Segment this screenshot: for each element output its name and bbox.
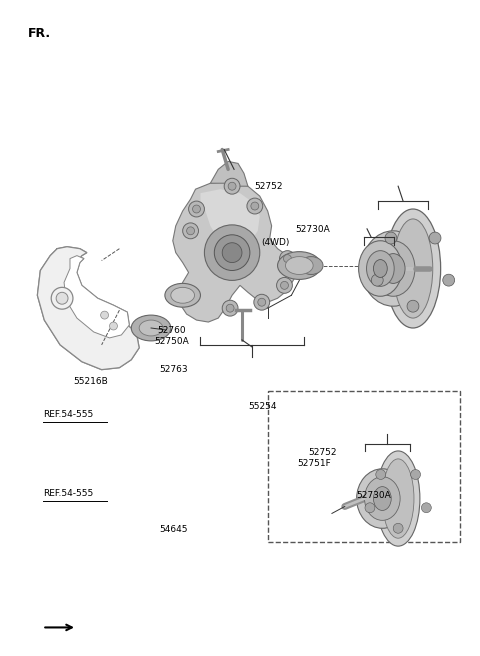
Circle shape <box>407 300 419 312</box>
Ellipse shape <box>364 477 400 520</box>
Circle shape <box>187 227 194 235</box>
Circle shape <box>410 470 420 480</box>
Circle shape <box>421 502 432 513</box>
Circle shape <box>365 502 375 513</box>
Circle shape <box>192 205 201 213</box>
Polygon shape <box>210 161 248 186</box>
Polygon shape <box>37 247 139 369</box>
Ellipse shape <box>373 260 387 277</box>
Circle shape <box>429 232 441 244</box>
Circle shape <box>372 274 383 286</box>
Text: REF.54-555: REF.54-555 <box>43 489 93 499</box>
Circle shape <box>222 300 238 316</box>
Ellipse shape <box>357 469 408 528</box>
Polygon shape <box>201 189 260 249</box>
Ellipse shape <box>381 254 405 283</box>
Ellipse shape <box>393 219 433 318</box>
Text: 52750A: 52750A <box>154 337 189 346</box>
Ellipse shape <box>214 235 250 270</box>
Polygon shape <box>173 181 294 322</box>
Text: 54645: 54645 <box>159 525 188 534</box>
Ellipse shape <box>376 451 420 546</box>
Circle shape <box>56 293 68 304</box>
Text: 55254: 55254 <box>249 401 277 411</box>
Text: 52752: 52752 <box>254 182 283 191</box>
Ellipse shape <box>361 231 425 306</box>
Ellipse shape <box>286 256 313 274</box>
Ellipse shape <box>171 287 194 303</box>
Ellipse shape <box>139 320 163 336</box>
Circle shape <box>101 311 108 319</box>
Text: 52760: 52760 <box>157 326 185 335</box>
Ellipse shape <box>204 225 260 280</box>
Text: 52730A: 52730A <box>296 224 330 234</box>
Text: 52751F: 52751F <box>297 459 331 468</box>
Text: 55216B: 55216B <box>73 377 108 386</box>
Polygon shape <box>64 256 129 338</box>
Text: 52752: 52752 <box>308 449 337 457</box>
Circle shape <box>284 255 291 262</box>
Ellipse shape <box>367 251 394 287</box>
Text: REF.54-555: REF.54-555 <box>43 410 93 419</box>
Circle shape <box>228 182 236 190</box>
Circle shape <box>254 295 270 310</box>
Circle shape <box>393 523 403 533</box>
Ellipse shape <box>385 209 441 328</box>
Circle shape <box>183 223 199 239</box>
Circle shape <box>51 287 73 309</box>
Text: 52730A: 52730A <box>356 491 391 501</box>
Ellipse shape <box>277 252 321 279</box>
Text: 52763: 52763 <box>159 365 188 374</box>
Circle shape <box>279 251 295 266</box>
Circle shape <box>258 298 266 306</box>
Circle shape <box>385 232 397 244</box>
Ellipse shape <box>373 487 391 510</box>
Ellipse shape <box>222 243 242 262</box>
Circle shape <box>189 201 204 217</box>
Ellipse shape <box>300 256 323 274</box>
Circle shape <box>247 198 263 214</box>
Ellipse shape <box>383 459 414 538</box>
Text: FR.: FR. <box>27 28 50 41</box>
Ellipse shape <box>131 315 171 341</box>
Circle shape <box>376 470 385 480</box>
Circle shape <box>109 322 118 330</box>
Circle shape <box>443 274 455 286</box>
Circle shape <box>276 277 292 293</box>
FancyBboxPatch shape <box>268 392 460 542</box>
Circle shape <box>224 178 240 194</box>
Ellipse shape <box>359 241 402 297</box>
Circle shape <box>251 202 259 210</box>
Circle shape <box>280 281 288 289</box>
Ellipse shape <box>165 283 201 307</box>
Text: (4WD): (4WD) <box>261 237 290 247</box>
Ellipse shape <box>372 241 415 297</box>
Circle shape <box>226 304 234 312</box>
